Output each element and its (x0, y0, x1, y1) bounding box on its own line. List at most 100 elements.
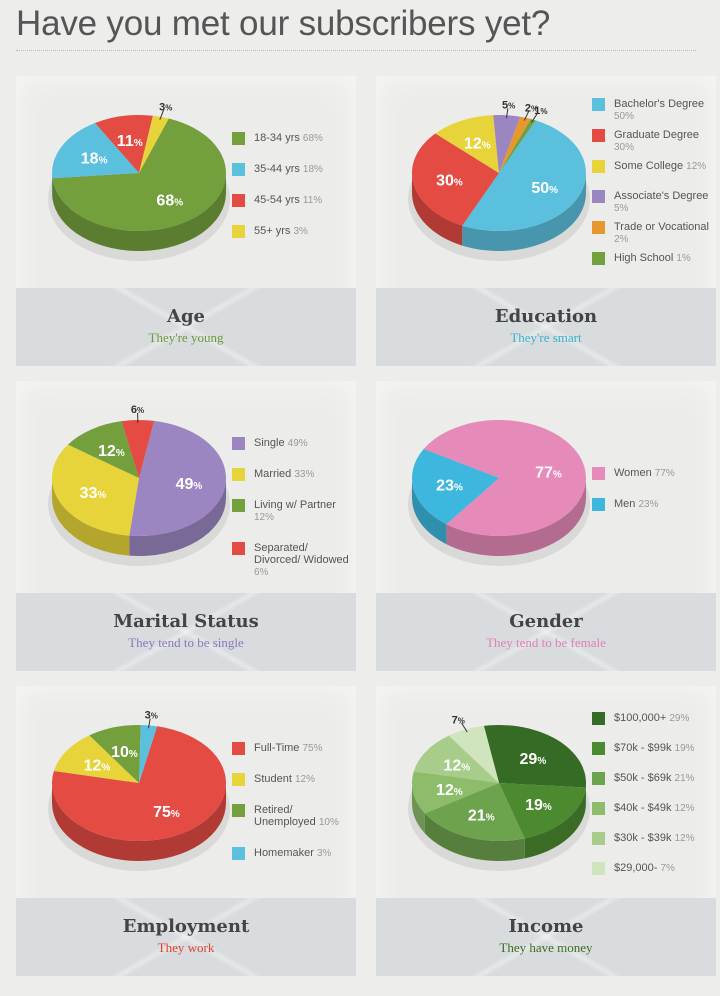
legend-item: $40k - $49k 12% (592, 802, 695, 826)
pie-slice-side (462, 173, 586, 252)
marital-subtitle: They tend to be single (128, 635, 244, 650)
pie-slice (94, 115, 153, 173)
gender-subtitle: They tend to be female (486, 635, 606, 650)
pie-slice-side (412, 173, 463, 246)
panel-age: 68% 18% 11% 3% 18-34 yrs 68% 35-44 yrs 18% 45… (16, 76, 356, 366)
legend-swatch (232, 773, 245, 786)
legend-label: $30k - $39k (614, 832, 675, 844)
legend-swatch (592, 498, 605, 511)
pie-slice (483, 725, 586, 788)
pie-data-label: 1% (534, 105, 547, 117)
pie-slice (423, 420, 586, 536)
pie-data-label: 50% (531, 180, 558, 197)
legend-swatch (232, 499, 245, 512)
legend-item: 18-34 yrs 68% (232, 132, 323, 145)
legend-item: Homemaker 3% (232, 847, 356, 860)
legend-label: $29,000- (614, 862, 661, 874)
pie-data-label: 19% (525, 797, 552, 814)
legend-item: Full-Time 75% (232, 742, 356, 755)
pie-slice (52, 444, 139, 536)
education-legend: Bachelor's Degree 50% Graduate Degree 30%… (592, 98, 716, 282)
legend-label: Student (254, 773, 295, 785)
legend-label: Trade or Vocational (614, 221, 709, 233)
pie-slice (499, 116, 531, 173)
pie-slice-side (524, 787, 586, 859)
age-title: Age (166, 306, 205, 327)
legend-label: 18-34 yrs (254, 132, 303, 144)
pie-slice (139, 115, 169, 173)
age-pie-chart: 68% 18% 11% 3% (48, 102, 230, 261)
legend-label: High School (614, 252, 677, 264)
legend-percent: 77% (654, 468, 675, 479)
legend-item: $29,000- 7% (592, 862, 695, 886)
marital-pie-chart: 49% 33% 12% 6% (48, 404, 230, 566)
panel-marital-status: 49% 33% 12% 6% Single 49% Married 33% Living … (16, 381, 356, 671)
legend-item: 35-44 yrs 18% (232, 163, 323, 176)
legend-percent: 18% (302, 164, 323, 175)
legend-swatch (592, 772, 605, 785)
pie-leader-line (461, 722, 468, 733)
legend-percent: 12% (686, 161, 707, 172)
legend-item: Graduate Degree 30% (592, 129, 716, 154)
education-subtitle: They're smart (510, 330, 582, 345)
legend-swatch (592, 467, 605, 480)
pie-slice (412, 449, 499, 525)
legend-label: $50k - $69k (614, 772, 675, 784)
pie-slice (424, 783, 525, 841)
legend-swatch (592, 160, 605, 173)
pie-slice (89, 725, 141, 783)
legend-swatch (232, 804, 245, 817)
legend-percent: 49% (287, 438, 308, 449)
pie-data-label: 75% (153, 804, 180, 821)
legend-percent: 3% (316, 848, 332, 859)
legend-label: Women (614, 467, 655, 479)
pie-data-label: 2% (525, 103, 538, 115)
legend-swatch (232, 163, 245, 176)
pie-slice (121, 420, 155, 478)
legend-swatch (592, 190, 605, 203)
pie-slice (412, 771, 499, 814)
pie-slice (52, 118, 227, 231)
legend-percent: 12% (674, 803, 695, 814)
legend-swatch (592, 221, 605, 234)
legend-percent: 75% (302, 743, 323, 754)
legend-swatch (232, 742, 245, 755)
legend-swatch (232, 437, 245, 450)
legend-label: 45-54 yrs (254, 194, 303, 206)
legend-item: Some College 12% (592, 160, 716, 184)
pie-data-label: 68% (156, 193, 183, 210)
pie-data-label: 11% (117, 133, 143, 150)
legend-percent: 33% (294, 469, 315, 480)
pie-data-label: 12% (464, 136, 491, 153)
legend-item: Trade or Vocational 2% (592, 221, 716, 246)
income-title: Income (508, 916, 584, 937)
marital-footer: Marital Status They tend to be single (16, 593, 356, 671)
legend-label: Living w/ Partner (254, 499, 336, 511)
pie-data-label: 10% (111, 744, 138, 761)
pie-data-label: 6% (131, 404, 144, 416)
legend-percent: 2% (614, 234, 629, 245)
pie-data-label: 29% (520, 751, 547, 768)
education-footer: Education They're smart (376, 288, 716, 366)
pie-slice (412, 133, 499, 226)
legend-swatch (232, 194, 245, 207)
legend-item: High School 1% (592, 252, 716, 276)
pie-data-label: 5% (502, 100, 515, 112)
pie-data-label: 18% (81, 151, 108, 168)
legend-item: Bachelor's Degree 50% (592, 98, 716, 123)
legend-percent: 6% (254, 567, 269, 578)
pie-slice-side (424, 813, 525, 861)
legend-item: Associate's Degree 5% (592, 190, 716, 215)
age-footer: Age They're young (16, 288, 356, 366)
pie-slice (139, 725, 158, 783)
legend-percent: 3% (293, 226, 308, 237)
panel-education: 50% 30% 12% 5% 2% 1% Bachelor's Degree 50% Gra… (376, 76, 716, 366)
pie-slice-side (412, 783, 425, 834)
pie-slice (499, 783, 586, 839)
pie-data-label: 33% (80, 485, 107, 502)
legend-label: Married (254, 468, 295, 480)
legend-label: Full-Time (254, 742, 303, 754)
employment-title: Employment (122, 916, 250, 937)
pie-data-label: 30% (436, 172, 463, 189)
legend-label: $100,000+ (614, 712, 670, 724)
